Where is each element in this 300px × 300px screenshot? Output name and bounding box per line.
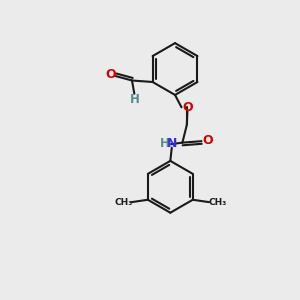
Text: O: O <box>203 134 213 147</box>
Text: O: O <box>182 101 193 114</box>
Text: H: H <box>160 137 170 150</box>
Text: CH₃: CH₃ <box>114 198 133 207</box>
Text: CH₃: CH₃ <box>208 198 226 207</box>
Text: O: O <box>105 68 116 81</box>
Text: H: H <box>129 93 139 106</box>
Text: N: N <box>167 137 177 150</box>
